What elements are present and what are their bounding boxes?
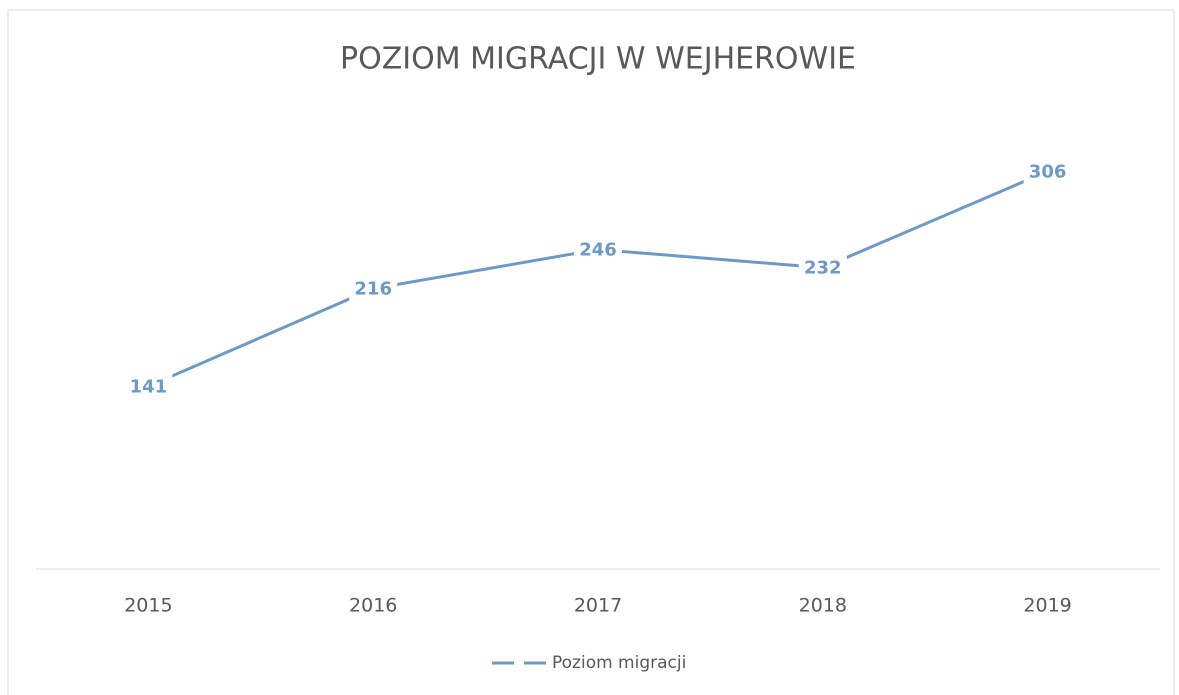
data-label: 246: [579, 239, 617, 260]
data-label-bg: [124, 373, 173, 400]
x-tick-label: 2015: [124, 595, 172, 617]
data-label-bg: [349, 275, 398, 302]
x-tick-label: 2019: [1023, 595, 1071, 617]
data-label: 141: [130, 376, 168, 397]
data-label-bg: [798, 254, 847, 281]
data-label: 216: [354, 279, 392, 300]
data-label: 232: [804, 258, 842, 279]
data-label-bg: [1023, 158, 1072, 185]
x-tick-label: 2017: [574, 595, 622, 617]
chart-border: [7, 9, 1175, 695]
data-label: 306: [1029, 161, 1067, 182]
x-tick-label: 2018: [799, 595, 847, 617]
x-tick-label: 2016: [349, 595, 397, 617]
chart-title: POZIOM MIGRACJI W WEJHEROWIE: [340, 42, 856, 77]
legend-label: Poziom migracji: [552, 653, 686, 673]
data-label-bg: [574, 236, 622, 263]
